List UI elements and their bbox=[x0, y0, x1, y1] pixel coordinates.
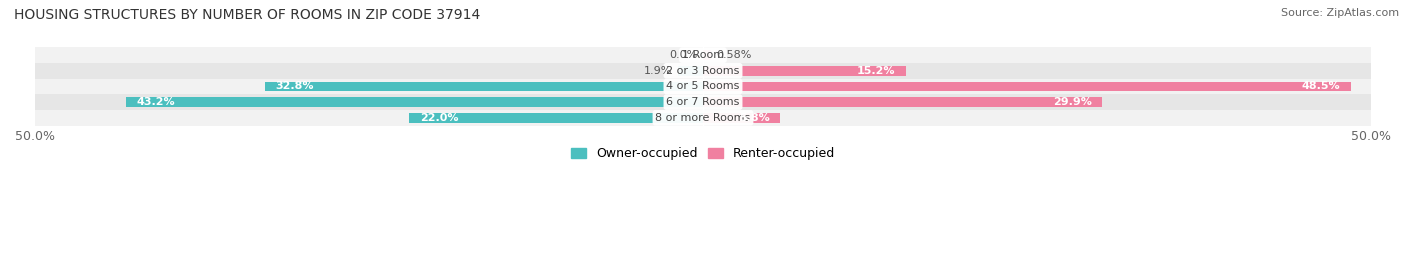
Bar bbox=[35, 94, 1371, 110]
Legend: Owner-occupied, Renter-occupied: Owner-occupied, Renter-occupied bbox=[571, 147, 835, 160]
Bar bbox=[409, 113, 703, 123]
Bar bbox=[703, 97, 1102, 107]
Bar bbox=[35, 79, 1371, 94]
Bar bbox=[678, 66, 703, 76]
Text: 1 Room: 1 Room bbox=[682, 50, 724, 60]
Text: 43.2%: 43.2% bbox=[136, 97, 176, 107]
Text: 6 or 7 Rooms: 6 or 7 Rooms bbox=[666, 97, 740, 107]
Text: 1.9%: 1.9% bbox=[644, 66, 672, 76]
Text: HOUSING STRUCTURES BY NUMBER OF ROOMS IN ZIP CODE 37914: HOUSING STRUCTURES BY NUMBER OF ROOMS IN… bbox=[14, 8, 481, 22]
Bar bbox=[703, 82, 1351, 91]
Text: 29.9%: 29.9% bbox=[1053, 97, 1092, 107]
Text: 32.8%: 32.8% bbox=[276, 82, 314, 91]
Bar bbox=[264, 82, 703, 91]
Text: 15.2%: 15.2% bbox=[856, 66, 896, 76]
Text: 8 or more Rooms: 8 or more Rooms bbox=[655, 113, 751, 123]
Text: Source: ZipAtlas.com: Source: ZipAtlas.com bbox=[1281, 8, 1399, 18]
Text: 4 or 5 Rooms: 4 or 5 Rooms bbox=[666, 82, 740, 91]
Text: 48.5%: 48.5% bbox=[1302, 82, 1340, 91]
Bar bbox=[703, 113, 780, 123]
Bar bbox=[35, 110, 1371, 126]
Bar bbox=[35, 63, 1371, 79]
Text: 0.58%: 0.58% bbox=[716, 50, 751, 60]
Text: 5.8%: 5.8% bbox=[740, 113, 770, 123]
Bar bbox=[703, 66, 905, 76]
Bar bbox=[127, 97, 703, 107]
Bar bbox=[35, 47, 1371, 63]
Text: 0.0%: 0.0% bbox=[669, 50, 697, 60]
Text: 22.0%: 22.0% bbox=[420, 113, 458, 123]
Text: 2 or 3 Rooms: 2 or 3 Rooms bbox=[666, 66, 740, 76]
Bar bbox=[703, 50, 711, 60]
